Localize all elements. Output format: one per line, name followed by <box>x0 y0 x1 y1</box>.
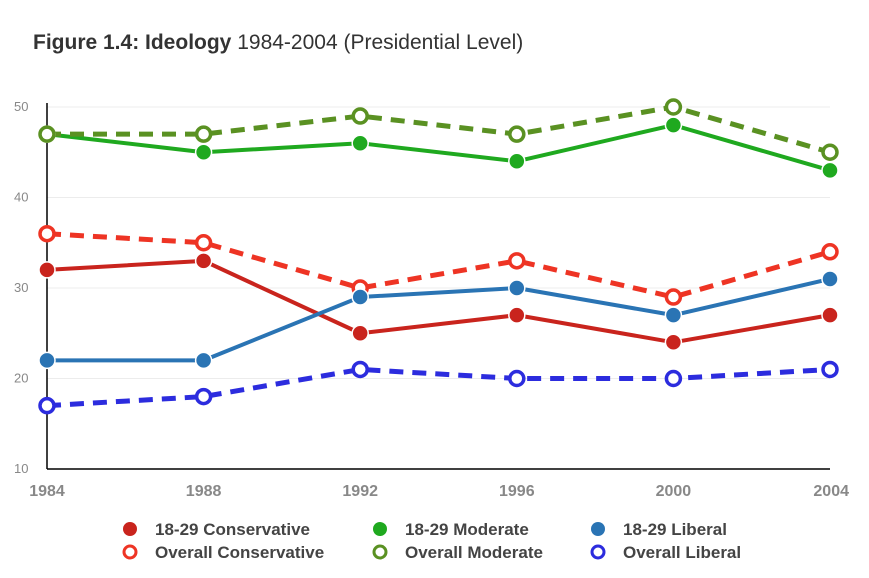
data-point-18-29-moderate-1992 <box>351 134 369 152</box>
data-point-18-29-conservative-1984 <box>38 261 56 279</box>
data-point-overall-liberal-1984 <box>38 396 56 415</box>
data-point-overall-moderate-2004 <box>821 143 839 161</box>
data-point-overall-moderate-1988 <box>194 125 213 143</box>
legend-marker-overall-moderate <box>372 544 388 560</box>
series-line-18-29-conservative <box>46 258 831 345</box>
data-point-overall-conservative-1996 <box>508 252 526 270</box>
legend-label-18-29-moderate: 18-29 Moderate <box>405 520 529 539</box>
y-tick-label-50: 50 <box>14 99 28 114</box>
legend-label-overall-moderate: Overall Moderate <box>405 543 543 562</box>
data-point-18-29-conservative-2004 <box>821 306 839 324</box>
x-tick-label-2000: 2000 <box>656 483 692 500</box>
data-point-overall-moderate-1984 <box>38 125 56 143</box>
data-point-overall-conservative-1988 <box>194 234 213 252</box>
data-point-18-29-conservative-2000 <box>664 333 683 352</box>
x-tick-label-1984: 1984 <box>29 483 65 500</box>
data-point-overall-liberal-1988 <box>194 387 213 406</box>
series-line-overall-moderate <box>47 104 831 155</box>
data-point-18-29-liberal-1984 <box>38 351 56 370</box>
legend-marker-overall-liberal <box>590 544 606 560</box>
y-tick-label-20: 20 <box>14 371 28 386</box>
legend-marker-overall-conservative <box>122 544 138 560</box>
data-point-overall-conservative-2004 <box>821 243 839 261</box>
series-line-overall-liberal <box>46 366 831 409</box>
data-point-18-29-liberal-2004 <box>821 270 839 288</box>
data-point-overall-moderate-1992 <box>351 107 369 125</box>
data-point-18-29-liberal-2000 <box>664 306 683 324</box>
data-point-18-29-moderate-1996 <box>508 152 526 171</box>
data-point-overall-liberal-2004 <box>821 360 839 379</box>
data-point-18-29-moderate-2000 <box>664 116 683 134</box>
chart-title-bold: Figure 1.4: Ideology <box>33 31 232 54</box>
x-tick-label-2004: 2004 <box>813 483 849 500</box>
legend-marker-18-29-liberal <box>591 522 605 536</box>
data-point-18-29-conservative-1996 <box>508 306 526 324</box>
series-line-18-29-moderate <box>46 123 831 173</box>
data-point-18-29-conservative-1988 <box>194 252 213 270</box>
data-point-overall-moderate-2000 <box>664 98 683 116</box>
data-point-18-29-liberal-1996 <box>508 279 526 297</box>
chart-title: Figure 1.4: Ideology 1984-2004 (Presiden… <box>33 31 523 55</box>
legend-label-18-29-conservative: 18-29 Conservative <box>155 520 310 539</box>
data-point-18-29-moderate-1988 <box>194 143 213 161</box>
legend-label-18-29-liberal: 18-29 Liberal <box>623 520 727 539</box>
data-point-18-29-conservative-1992 <box>351 324 369 342</box>
legend-marker-18-29-conservative <box>123 522 137 536</box>
y-tick-label-40: 40 <box>14 190 28 205</box>
data-point-18-29-moderate-2004 <box>821 161 839 180</box>
series-line-overall-conservative <box>46 231 831 300</box>
data-point-overall-liberal-1996 <box>508 369 526 388</box>
data-point-overall-conservative-2000 <box>664 288 683 306</box>
series-line-18-29-liberal <box>47 277 831 363</box>
x-tick-label-1992: 1992 <box>342 483 378 500</box>
y-tick-label-30: 30 <box>14 280 28 295</box>
data-point-18-29-liberal-1988 <box>194 351 213 370</box>
legend-label-overall-liberal: Overall Liberal <box>623 543 741 562</box>
legend-marker-18-29-moderate <box>373 522 387 536</box>
y-tick-label-10: 10 <box>14 461 28 476</box>
chart-title-rest: 1984-2004 (Presidential Level) <box>231 31 524 54</box>
x-tick-label-1996: 1996 <box>499 483 535 500</box>
data-point-18-29-liberal-1992 <box>351 288 369 306</box>
data-point-overall-liberal-2000 <box>664 369 683 388</box>
data-point-overall-moderate-1996 <box>508 125 526 143</box>
x-tick-label-1988: 1988 <box>186 483 222 500</box>
data-point-overall-conservative-1984 <box>38 224 56 243</box>
legend-label-overall-conservative: Overall Conservative <box>155 543 324 562</box>
data-point-overall-liberal-1992 <box>351 360 369 379</box>
